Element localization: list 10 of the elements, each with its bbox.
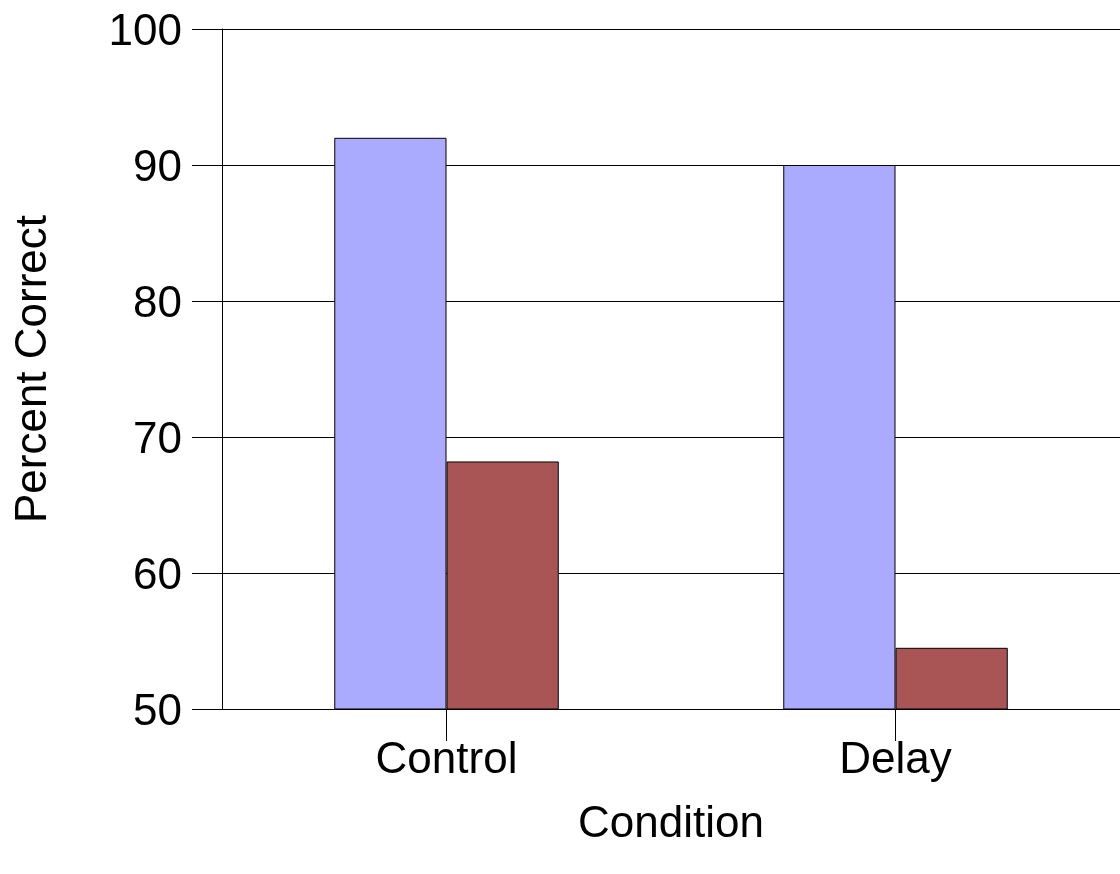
y-tick-label: 60 (133, 548, 182, 598)
y-tick-label: 70 (133, 412, 182, 462)
x-axis-title: Condition (578, 796, 764, 846)
x-tick-label: Delay (839, 732, 952, 782)
y-tick-label: 50 (133, 684, 182, 734)
y-tick-label: 80 (133, 276, 182, 326)
y-tick-label: 90 (133, 140, 182, 190)
y-axis-title: Percent Correct (5, 214, 55, 524)
x-tick-label: Control (375, 732, 518, 782)
y-tick-label: 100 (108, 4, 182, 54)
